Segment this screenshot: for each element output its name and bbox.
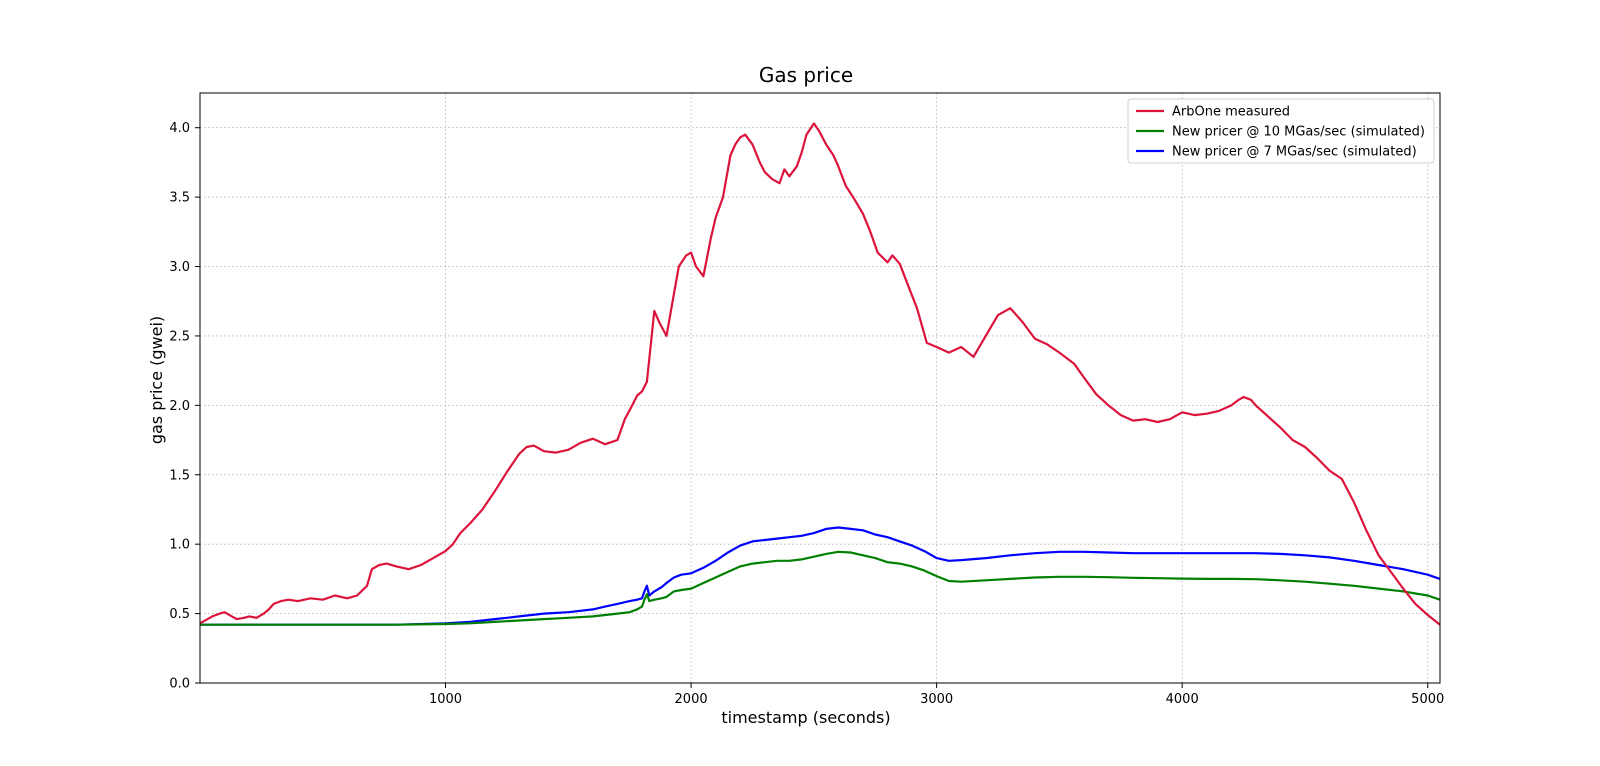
legend-label: New pricer @ 10 MGas/sec (simulated) (1172, 125, 1425, 140)
legend: ArbOne measured New pricer @ 10 MGas/sec … (1127, 98, 1435, 164)
x-axis-label: timestamp (seconds) (721, 708, 890, 727)
y-tick-label: 2.5 (169, 329, 190, 344)
y-tick-label: 0.5 (169, 607, 190, 622)
y-tick-label: 1.0 (169, 538, 190, 553)
plot-frame (199, 92, 1441, 684)
y-tick-label: 0.0 (169, 677, 190, 692)
y-tick-label: 1.5 (169, 468, 190, 483)
series-line-2 (200, 526, 1441, 626)
x-tick-label: 2000 (675, 692, 708, 707)
y-tick-label: 4.0 (169, 121, 190, 136)
x-tick-label: 3000 (920, 692, 953, 707)
y-axis-label: gas price (gwei) (147, 316, 166, 444)
x-axis-ticks: 1000 2000 3000 4000 5000 (429, 683, 1444, 707)
series-line-0 (199, 122, 1441, 626)
x-tick-label: 4000 (1166, 692, 1199, 707)
x-tick-label: 5000 (1411, 692, 1444, 707)
legend-label: ArbOne measured (1172, 105, 1290, 120)
x-tick-label: 1000 (429, 692, 462, 707)
series-lines (199, 122, 1441, 626)
legend-box (1127, 98, 1435, 164)
series-line-1 (200, 550, 1441, 626)
y-tick-label: 3.0 (169, 260, 190, 275)
chart-title: Gas price (759, 63, 853, 87)
y-tick-label: 3.5 (169, 191, 190, 206)
legend-label: New pricer @ 7 MGas/sec (simulated) (1172, 145, 1417, 160)
y-axis-ticks: 0.0 0.5 1.0 1.5 2.0 2.5 3.0 3.5 4.0 (169, 121, 200, 692)
y-tick-label: 2.0 (169, 399, 190, 414)
